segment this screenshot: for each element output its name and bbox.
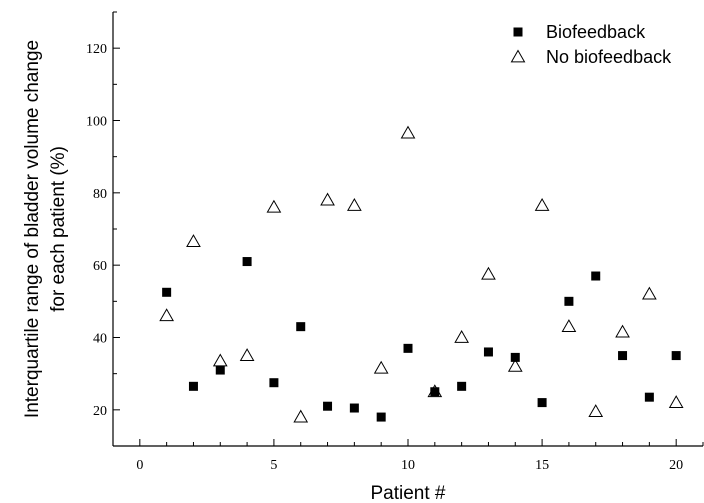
no-biofeedback-point bbox=[239, 348, 255, 361]
no-biofeedback-point bbox=[347, 197, 362, 211]
biofeedback-point bbox=[618, 351, 628, 361]
biofeedback-point bbox=[537, 398, 547, 408]
x-tick-label: 0 bbox=[136, 458, 143, 473]
biofeedback-point bbox=[591, 271, 601, 281]
biofeedback-point bbox=[430, 387, 440, 397]
legend-square-icon bbox=[513, 27, 523, 37]
no-biofeedback-point bbox=[293, 409, 309, 423]
no-biofeedback-point bbox=[159, 308, 174, 322]
biofeedback-point bbox=[403, 343, 413, 353]
biofeedback-point bbox=[376, 412, 386, 422]
x-tick-label: 15 bbox=[535, 458, 549, 473]
legend-marker-biofeedback bbox=[513, 27, 523, 37]
data-points bbox=[159, 125, 684, 423]
legend-label-no-biofeedback: No biofeedback bbox=[546, 47, 672, 67]
biofeedback-point bbox=[510, 352, 520, 362]
series-biofeedback bbox=[162, 257, 681, 422]
y-axis-label-line1: Interquartile range of bladder volume ch… bbox=[22, 40, 43, 418]
x-tick-label: 5 bbox=[270, 458, 277, 473]
y-axis-label-line2: for each patient (%) bbox=[48, 146, 69, 312]
no-biofeedback-point bbox=[373, 360, 389, 374]
no-biofeedback-point bbox=[454, 329, 469, 343]
biofeedback-point bbox=[215, 365, 225, 375]
y-tick-label: 60 bbox=[93, 259, 107, 274]
biofeedback-point bbox=[457, 381, 467, 391]
axes bbox=[112, 12, 703, 447]
legend-marker-no-biofeedback bbox=[510, 49, 526, 63]
biofeedback-point bbox=[564, 296, 574, 306]
biofeedback-point bbox=[671, 351, 681, 361]
biofeedback-point bbox=[188, 381, 198, 391]
no-biofeedback-point bbox=[400, 125, 416, 139]
no-biofeedback-point bbox=[320, 192, 335, 206]
y-tick-label: 80 bbox=[93, 187, 107, 202]
biofeedback-point bbox=[323, 401, 333, 411]
y-tick-label: 20 bbox=[93, 404, 107, 419]
y-tick-label: 40 bbox=[93, 332, 107, 347]
no-biofeedback-point bbox=[642, 286, 657, 300]
biofeedback-point bbox=[644, 392, 654, 402]
biofeedback-point bbox=[349, 403, 359, 413]
no-biofeedback-point bbox=[668, 395, 684, 408]
no-biofeedback-point bbox=[561, 319, 577, 333]
no-biofeedback-point bbox=[266, 199, 282, 213]
series-no-biofeedback bbox=[159, 125, 684, 423]
x-tick-label: 20 bbox=[669, 458, 683, 473]
biofeedback-point bbox=[162, 287, 172, 297]
legend-label-biofeedback: Biofeedback bbox=[546, 22, 646, 42]
y-tick-label: 100 bbox=[86, 115, 107, 130]
no-biofeedback-point bbox=[507, 358, 523, 372]
biofeedback-point bbox=[242, 257, 252, 267]
no-biofeedback-point bbox=[615, 324, 630, 338]
biofeedback-point bbox=[483, 347, 493, 357]
biofeedback-point bbox=[296, 322, 306, 332]
no-biofeedback-point bbox=[212, 353, 228, 367]
x-tick-label: 10 bbox=[401, 458, 415, 473]
axis-ticks: 0 5 10 15 20 20 40 60 80 100 120 bbox=[86, 11, 704, 473]
y-tick-label: 120 bbox=[86, 42, 107, 57]
no-biofeedback-point bbox=[588, 404, 604, 418]
no-biofeedback-point bbox=[481, 266, 496, 280]
no-biofeedback-point bbox=[186, 234, 201, 248]
x-axis-label: Patient # bbox=[371, 483, 446, 503]
biofeedback-point bbox=[269, 378, 279, 388]
no-biofeedback-point bbox=[534, 197, 550, 211]
no-biofeedback-point bbox=[427, 384, 443, 398]
legend: Biofeedback No biofeedback bbox=[510, 22, 672, 67]
legend-triangle-icon bbox=[510, 49, 526, 63]
